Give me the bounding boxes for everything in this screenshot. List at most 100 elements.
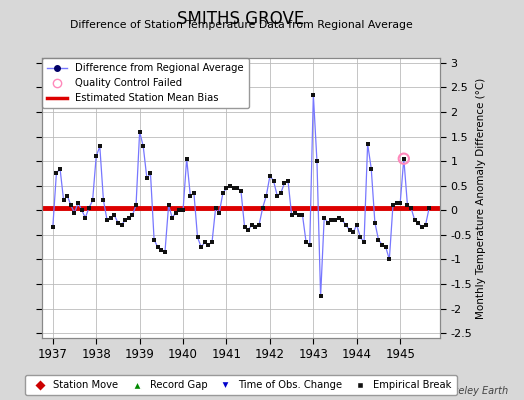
Point <box>172 210 180 216</box>
Legend: Station Move, Record Gap, Time of Obs. Change, Empirical Break: Station Move, Record Gap, Time of Obs. C… <box>26 375 456 395</box>
Point <box>360 239 368 246</box>
Point <box>280 180 289 186</box>
Point <box>258 205 267 211</box>
Text: Difference of Station Temperature Data from Regional Average: Difference of Station Temperature Data f… <box>70 20 412 30</box>
Point <box>396 200 405 206</box>
Legend: Difference from Regional Average, Quality Control Failed, Estimated Station Mean: Difference from Regional Average, Qualit… <box>42 58 248 108</box>
Point <box>106 214 115 221</box>
Point <box>328 217 336 223</box>
Point <box>364 141 372 147</box>
Point <box>248 222 256 228</box>
Point <box>407 205 415 211</box>
Point <box>349 229 357 236</box>
Point <box>168 214 177 221</box>
Point <box>110 212 118 218</box>
Point <box>324 219 332 226</box>
Point <box>425 205 433 211</box>
Point <box>157 246 166 253</box>
Point <box>237 188 245 194</box>
Point <box>132 202 140 208</box>
Point <box>288 212 296 218</box>
Point <box>186 192 194 199</box>
Point <box>421 222 430 228</box>
Y-axis label: Monthly Temperature Anomaly Difference (°C): Monthly Temperature Anomaly Difference (… <box>476 77 486 319</box>
Point <box>161 249 169 255</box>
Point <box>117 222 126 228</box>
Point <box>313 158 321 164</box>
Point <box>381 244 390 250</box>
Point <box>392 200 401 206</box>
Point <box>320 214 329 221</box>
Point <box>291 210 299 216</box>
Point <box>385 256 394 263</box>
Point <box>370 219 379 226</box>
Point <box>367 165 375 172</box>
Point <box>204 242 213 248</box>
Point <box>403 202 412 208</box>
Point <box>226 182 234 189</box>
Text: SMITHS GROVE: SMITHS GROVE <box>178 10 304 28</box>
Point <box>345 227 354 233</box>
Point <box>150 236 158 243</box>
Point <box>305 242 314 248</box>
Text: Berkeley Earth: Berkeley Earth <box>436 386 508 396</box>
Point <box>252 224 260 231</box>
Point <box>219 190 227 196</box>
Point <box>269 178 278 184</box>
Point <box>418 224 426 231</box>
Point <box>193 234 202 240</box>
Point <box>125 214 133 221</box>
Point <box>190 190 198 196</box>
Point <box>410 217 419 223</box>
Point <box>331 217 339 223</box>
Point <box>139 143 147 150</box>
Point <box>52 170 61 177</box>
Point <box>92 153 101 160</box>
Point <box>277 190 285 196</box>
Point <box>273 192 281 199</box>
Point <box>222 185 231 191</box>
Point <box>56 165 64 172</box>
Point <box>89 197 97 204</box>
Point <box>103 217 111 223</box>
Point <box>74 200 82 206</box>
Point <box>99 197 107 204</box>
Point <box>146 170 155 177</box>
Point <box>114 219 122 226</box>
Point <box>414 219 422 226</box>
Point <box>244 227 253 233</box>
Point <box>298 212 307 218</box>
Point <box>208 239 216 246</box>
Point <box>179 207 187 214</box>
Point <box>165 202 173 208</box>
Point <box>342 222 350 228</box>
Point <box>85 205 93 211</box>
Point <box>334 214 343 221</box>
Point <box>81 214 90 221</box>
Point <box>70 210 79 216</box>
Point <box>378 242 386 248</box>
Point <box>353 222 361 228</box>
Point <box>262 192 270 199</box>
Point <box>135 128 144 135</box>
Point <box>154 244 162 250</box>
Point <box>201 239 209 246</box>
Point <box>143 175 151 182</box>
Point <box>400 156 408 162</box>
Point <box>49 224 57 231</box>
Point <box>95 143 104 150</box>
Point <box>212 205 220 211</box>
Point <box>121 217 129 223</box>
Point <box>241 224 249 231</box>
Point <box>374 236 383 243</box>
Point <box>63 192 71 199</box>
Point <box>175 207 183 214</box>
Point <box>59 197 68 204</box>
Point <box>266 173 274 179</box>
Point <box>400 156 408 162</box>
Point <box>255 222 263 228</box>
Point <box>302 239 310 246</box>
Point <box>309 92 318 98</box>
Point <box>294 212 303 218</box>
Point <box>338 217 346 223</box>
